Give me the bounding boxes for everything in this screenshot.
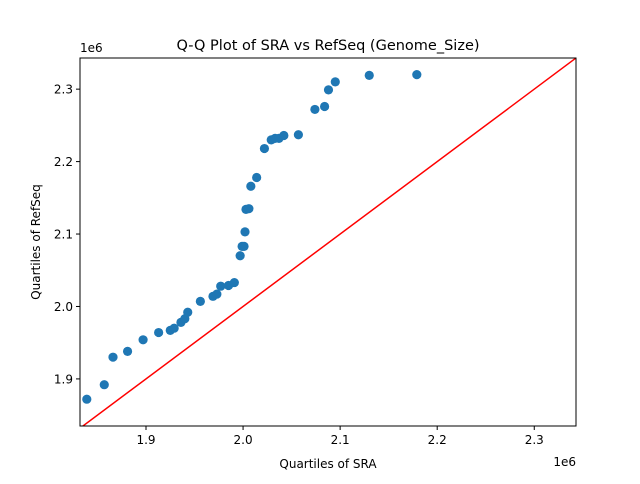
y-tick-label: 2.1: [54, 228, 73, 242]
chart-title: Q-Q Plot of SRA vs RefSeq (Genome_Size): [176, 38, 479, 54]
data-point: [239, 241, 249, 251]
data-point: [122, 346, 133, 356]
data-point: [252, 172, 262, 183]
plot-area: [81, 58, 576, 426]
data-point: [412, 70, 422, 80]
data-point: [330, 77, 340, 87]
y-tick-label: 1.9: [54, 372, 73, 386]
data-point: [310, 104, 320, 115]
data-point: [364, 70, 374, 80]
y-tick-label: 2.2: [54, 155, 73, 169]
data-point: [82, 394, 92, 404]
reference-line: [81, 58, 576, 426]
x-offset-label: 1e6: [553, 455, 576, 469]
x-tick-label: 2.1: [331, 433, 350, 447]
data-point: [195, 296, 205, 307]
data-point: [229, 277, 239, 288]
data-point: [244, 204, 254, 214]
data-point: [293, 130, 303, 140]
x-tick-label: 2.3: [525, 433, 544, 447]
data-point: [246, 181, 256, 191]
x-tick-label: 2.2: [428, 433, 447, 447]
data-point: [216, 281, 226, 291]
data-point: [138, 335, 148, 345]
data-point: [279, 130, 289, 141]
data-point: [183, 307, 193, 317]
y-offset-label: 1e6: [80, 41, 103, 55]
data-point: [259, 143, 270, 154]
y-axis-label: Quartiles of RefSeq: [29, 184, 43, 300]
y-tick-label: 2.0: [54, 300, 73, 314]
x-axis-label: Quartiles of SRA: [279, 457, 377, 471]
data-point: [235, 251, 245, 261]
data-point: [169, 323, 179, 333]
data-point: [320, 101, 330, 112]
axis-ticks: 1.9 2.0 2.1 2.2 2.3 1.9 2.0 2.1 2.2 2.3: [54, 83, 544, 447]
y-tick-label: 2.3: [54, 83, 73, 97]
x-tick-label: 2.0: [234, 433, 253, 447]
data-point: [212, 289, 222, 299]
data-point: [240, 227, 250, 237]
x-tick-label: 1.9: [136, 433, 155, 447]
data-point: [108, 352, 118, 362]
data-point: [154, 327, 164, 338]
axes-frame: [79, 57, 577, 427]
data-point: [99, 380, 109, 390]
data-point: [323, 85, 334, 95]
